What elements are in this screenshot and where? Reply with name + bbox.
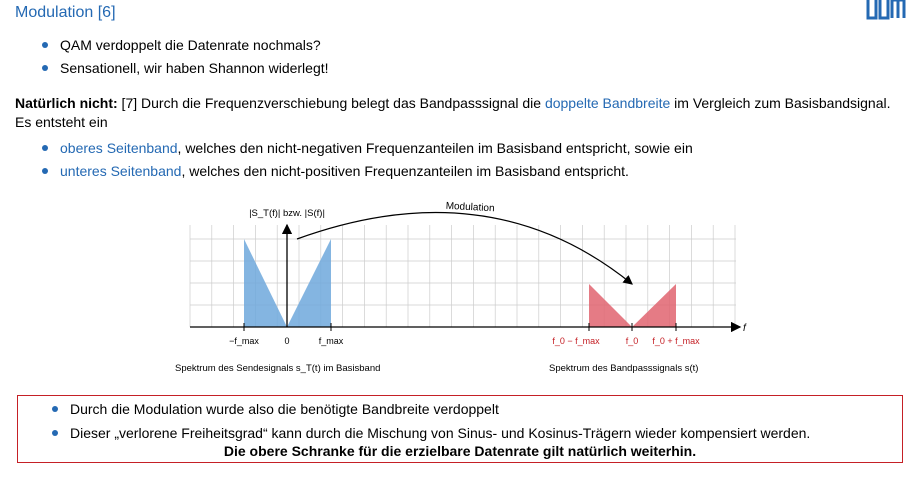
upper-sideband-text: , welches den nicht-negativen Frequenzan… (177, 140, 693, 156)
conclusion-bullet-list: Durch die Modulation wurde also die benö… (18, 396, 902, 449)
paragraph-lead: Natürlich nicht: (15, 95, 118, 111)
conclusion-statement: Die obere Schranke für die erzielbare Da… (223, 443, 697, 459)
bandpass-caption: Spektrum des Bandpasssignals s(t) (549, 363, 699, 374)
tum-logo (866, 0, 906, 25)
sideband-bullet-lower: unteres Seitenband, welches den nicht-po… (40, 163, 693, 186)
tick-label-zero: 0 (284, 336, 289, 346)
tick-label-fmax: f_max (319, 336, 344, 346)
slide-title: Modulation [6] (15, 4, 116, 21)
conclusion-bullet: Durch die Modulation wurde also die benö… (50, 401, 902, 425)
tick-label-f0: f_0 (626, 336, 639, 346)
paragraph-text-before: [7] Durch die Frequenzverschiebung beleg… (117, 95, 545, 111)
conclusion-box: Durch die Modulation wurde also die benö… (17, 395, 903, 463)
lower-sideband-term: unteres Seitenband (60, 163, 182, 179)
baseband-spectrum-right (287, 239, 331, 327)
conclusion-bullet: Dieser „verlorene Freiheitsgrad“ kann du… (50, 425, 902, 449)
spectrum-diagram: Modulation |S_T(f)| bzw. |S(f)| f −f_max… (189, 201, 747, 346)
intro-bullet: QAM verdoppelt die Datenrate nochmals? (40, 37, 329, 60)
tick-label-f0-plus-fmax: f_0 + f_max (652, 336, 700, 346)
sideband-bullet-list: oberes Seitenband, welches den nicht-neg… (40, 140, 693, 186)
x-axis-label: f (743, 323, 747, 334)
paragraph-text-after: im Vergleich zum Basisbandsignal. Es ent… (15, 95, 891, 130)
lower-sideband-text: , welches den nicht-positiven Frequenzan… (181, 163, 629, 179)
tick-label-neg-fmax: −f_max (229, 336, 259, 346)
baseband-spectrum-left (244, 239, 287, 327)
explanation-paragraph: Natürlich nicht: [7] Durch die Frequenzv… (15, 94, 910, 132)
y-axis-label: |S_T(f)| bzw. |S(f)| (249, 208, 325, 219)
intro-bullet: Sensationell, wir haben Shannon widerleg… (40, 60, 329, 83)
tick-label-f0-minus-fmax: f_0 − f_max (552, 336, 600, 346)
bandpass-spectrum-right (632, 284, 676, 327)
paragraph-highlight: doppelte Bandbreite (544, 95, 671, 111)
intro-bullet-list: QAM verdoppelt die Datenrate nochmals? S… (40, 37, 329, 83)
upper-sideband-term: oberes Seitenband (60, 140, 178, 156)
modulation-label: Modulation (445, 201, 494, 215)
baseband-caption: Spektrum des Sendesignals s_T(t) im Basi… (175, 363, 381, 374)
bandpass-spectrum-left (589, 284, 632, 327)
sideband-bullet-upper: oberes Seitenband, welches den nicht-neg… (40, 140, 693, 163)
spectrum-figure: Modulation |S_T(f)| bzw. |S(f)| f −f_max… (160, 194, 760, 359)
modulation-arrow (296, 212, 633, 285)
